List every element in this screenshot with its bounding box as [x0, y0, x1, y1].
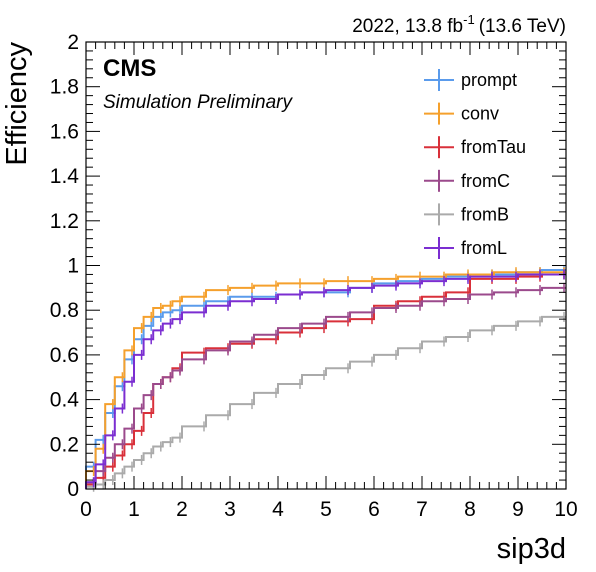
x-tick-label: 5	[320, 498, 332, 521]
lumi-label: 2022, 13.8 fb-1 (13.6 TeV)	[352, 12, 566, 37]
legend-label: fromL	[461, 238, 507, 258]
y-tick-label: 0	[67, 478, 79, 501]
legend-label: fromC	[461, 171, 510, 191]
lumi-exponent: -1	[463, 12, 475, 27]
series-line-fromTau	[86, 274, 566, 489]
lumi-text: 2022, 13.8 fb	[352, 16, 463, 37]
x-axis-label: sip3d	[497, 533, 566, 565]
x-tick-label: 8	[464, 498, 476, 521]
x-tick-label: 4	[272, 498, 284, 521]
y-tick-label: 1	[67, 255, 79, 278]
series-line-conv	[86, 272, 566, 489]
legend-label: fromB	[461, 204, 509, 224]
y-tick-label: 0.2	[50, 433, 79, 456]
x-tick-label: 3	[224, 498, 236, 521]
legend-label: prompt	[461, 70, 517, 90]
series-line-prompt	[86, 270, 566, 489]
y-tick-label: 0.6	[50, 344, 79, 367]
legend: prompt conv fromTau fromC fromB fromL	[424, 69, 526, 259]
series-line-fromC	[86, 288, 566, 489]
lumi-energy: (13.6 TeV)	[479, 16, 566, 37]
x-tick-label: 7	[416, 498, 428, 521]
series-line-fromB	[86, 317, 566, 489]
x-tick-label: 0	[80, 498, 92, 521]
y-tick-label: 2	[67, 31, 79, 54]
legend-label: fromTau	[461, 137, 526, 157]
y-tick-label: 0.8	[50, 299, 79, 322]
chart-subtitle: Simulation Preliminary	[103, 92, 294, 113]
y-tick-label: 1.8	[50, 76, 79, 99]
x-tick-label: 1	[128, 498, 140, 521]
x-tick-label: 9	[512, 498, 524, 521]
series-line-fromL	[86, 274, 566, 489]
y-tick-label: 0.4	[50, 389, 80, 412]
chart-title: CMS	[103, 55, 156, 82]
x-tick-label: 6	[368, 498, 380, 521]
x-tick-label: 2	[176, 498, 188, 521]
y-axis-label: Efficiency	[1, 42, 33, 166]
series-lines	[86, 265, 566, 492]
x-tick-label: 10	[554, 498, 577, 521]
y-tick-label: 1.4	[50, 165, 80, 188]
y-tick-label: 1.6	[50, 120, 79, 143]
y-tick-label: 1.2	[50, 210, 79, 233]
legend-label: conv	[461, 104, 499, 124]
